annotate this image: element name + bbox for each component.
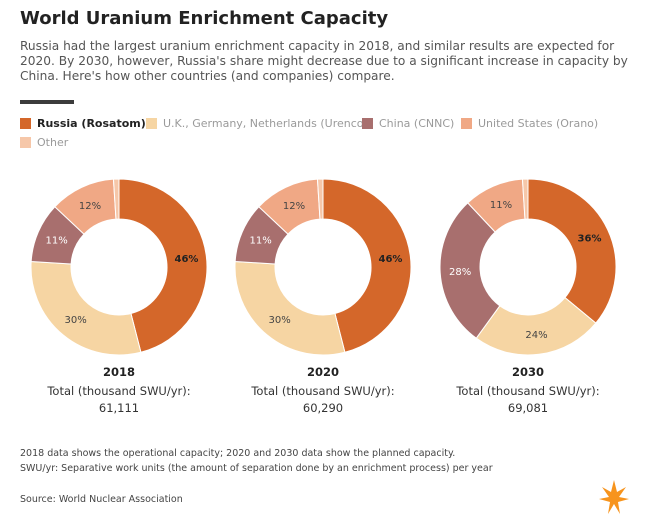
year-label-2030: 2030 [512,365,544,379]
slice-label-2018-china: 11% [45,235,67,246]
donut-charts: 46% 30% 11% 12% 2018 Total (thousand SWU/yr):… [30,178,617,415]
footnote-capacity: 2018 data shows the operational capacity… [20,448,456,459]
slice-label-2018-urenco: 30% [65,315,87,326]
slice-2020-russia [322,178,412,353]
slice-2018-urenco [30,260,142,356]
slice-2030-russia [527,178,617,324]
flame-logo-icon [599,480,629,514]
slice-label-2030-russia: 36% [578,234,602,245]
slice-label-2030-china: 28% [449,267,471,278]
slice-2030-china [439,202,501,339]
slice-2030-other [521,178,529,220]
total-label-2018: Total (thousand SWU/yr): [46,384,190,398]
year-label-2020: 2020 [307,365,339,379]
legend-swatch-united-states [461,118,472,129]
total-value-2030: 69,081 [508,401,548,415]
chart-subtitle: Russia had the largest uranium enrichmen… [20,39,628,83]
legend-label-china: China (CNNC) [379,117,455,130]
legend-item-russia: Russia (Rosatom) [20,117,146,130]
total-label-2030: Total (thousand SWU/yr): [455,384,599,398]
legend-swatch-urenco [146,118,157,129]
footnotes: 2018 data shows the operational capacity… [20,446,493,476]
slice-2020-urenco [234,260,346,356]
slice-2018-russia [118,178,208,353]
legend-swatch-china [362,118,373,129]
legend-item-urenco: U.K., Germany, Netherlands (Urenco) [146,117,368,130]
legend-label-russia: Russia (Rosatom) [37,117,146,130]
legend-label-other: Other [37,136,69,149]
source-note: Source: World Nuclear Association [20,494,183,505]
year-label-2018: 2018 [103,365,135,379]
slice-2018-other [112,178,120,220]
title-divider [20,100,74,104]
slice-label-2018-united-states: 12% [79,201,101,212]
slice-label-2020-russia: 46% [378,254,402,265]
slice-label-2020-united-states: 12% [283,201,305,212]
slice-label-2020-china: 11% [249,235,271,246]
legend-item-china: China (CNNC) [362,117,454,130]
total-label-2020: Total (thousand SWU/yr): [250,384,394,398]
chart-title: World Uranium Enrichment Capacity [20,8,389,29]
legend-label-urenco: U.K., Germany, Netherlands (Urenco) [163,117,368,130]
total-value-2018: 61,111 [99,401,139,415]
slice-label-2030-urenco: 24% [525,330,547,341]
slice-label-2020-urenco: 30% [269,315,291,326]
legend-item-united-states: United States (Orano) [461,117,598,130]
footnote-swu: SWU/yr: Separative work units (the amoun… [20,463,493,474]
legend-item-other: Other [20,136,68,149]
legend-swatch-russia [20,118,31,129]
slice-label-2018-russia: 46% [174,254,198,265]
slice-2020-other [316,178,324,220]
legend-label-united-states: United States (Orano) [478,117,599,130]
legend-swatch-other [20,137,31,148]
total-value-2020: 60,290 [303,401,343,415]
slice-label-2030-united-states: 11% [490,200,512,211]
